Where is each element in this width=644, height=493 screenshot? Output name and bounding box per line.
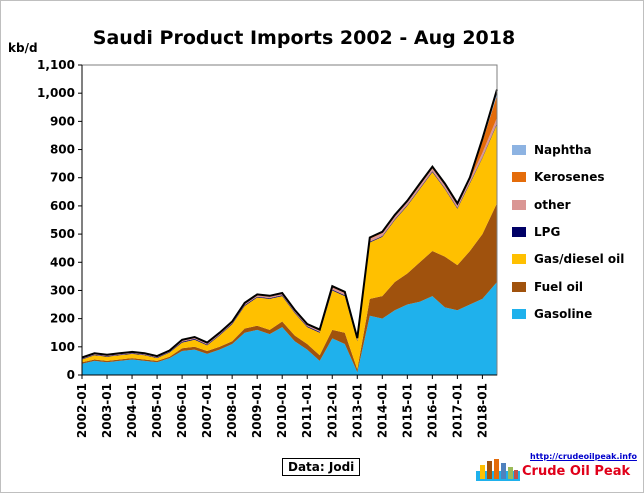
area-gas-diesel-oil bbox=[82, 124, 497, 370]
source-label: Data: Jodi bbox=[282, 458, 361, 476]
logo-url-link[interactable]: http://crudeoilpeak.info bbox=[530, 452, 637, 461]
stacked-areas bbox=[82, 89, 497, 375]
x-ticks: 2002-01 2003-01 2004-01 2005-01 2006-01 2007-… bbox=[75, 375, 489, 438]
total-line bbox=[81, 89, 498, 359]
y-ticks: 0 100 200 300 400 500 600 700 800 900 1,000 1,100 bbox=[37, 58, 82, 382]
y-tick-label: 500 bbox=[50, 227, 75, 241]
x-tick-label: 2010-01 bbox=[275, 383, 289, 438]
legend-label: Gas/diesel oil bbox=[534, 252, 625, 267]
x-tick-label: 2015-01 bbox=[400, 383, 414, 438]
y-tick-label: 1,000 bbox=[37, 86, 75, 100]
legend-swatch bbox=[512, 226, 526, 237]
crude-oil-peak-logo-icon bbox=[476, 459, 520, 481]
y-tick-label: 700 bbox=[50, 171, 75, 185]
legend-swatch bbox=[512, 172, 526, 183]
x-tick-label: 2014-01 bbox=[375, 383, 389, 438]
x-tick-label: 2016-01 bbox=[425, 383, 439, 438]
x-tick-label: 2004-01 bbox=[125, 383, 139, 438]
legend-swatch bbox=[512, 254, 526, 265]
legend-swatch bbox=[512, 281, 526, 292]
area-gasoline bbox=[82, 282, 497, 375]
y-tick-label: 0 bbox=[67, 368, 75, 382]
legend-label: Kerosenes bbox=[534, 170, 605, 185]
y-tick-label: 800 bbox=[50, 143, 75, 157]
y-tick-label: 1,100 bbox=[37, 58, 75, 72]
total-imports-line bbox=[81, 89, 498, 359]
x-tick-label: 2012-01 bbox=[325, 383, 339, 438]
y-tick-label: 200 bbox=[50, 312, 75, 326]
y-tick-label: 600 bbox=[50, 199, 75, 213]
x-tick-label: 2006-01 bbox=[175, 383, 189, 438]
y-tick-label: 400 bbox=[50, 255, 75, 269]
y-tick-label: 100 bbox=[50, 340, 75, 354]
x-tick-label: 2003-01 bbox=[100, 383, 114, 438]
x-tick-label: 2007-01 bbox=[200, 383, 214, 438]
x-tick-label: 2011-01 bbox=[300, 383, 314, 438]
legend-label: Naphtha bbox=[534, 143, 592, 157]
legend-swatch bbox=[512, 199, 526, 210]
logo-text: Crude Oil Peak bbox=[522, 464, 631, 479]
x-tick-label: 2018-01 bbox=[475, 383, 489, 438]
x-tick-label: 2009-01 bbox=[250, 383, 264, 438]
legend-label: LPG bbox=[534, 224, 561, 239]
area-fuel-oil bbox=[82, 203, 497, 373]
x-tick-label: 2008-01 bbox=[225, 383, 239, 438]
y-tick-label: 900 bbox=[50, 114, 75, 128]
y-axis-label: kb/d bbox=[8, 41, 38, 55]
x-tick-label: 2013-01 bbox=[350, 383, 364, 438]
x-tick-label: 2017-01 bbox=[450, 383, 464, 438]
x-tick-label: 2002-01 bbox=[75, 383, 89, 438]
legend-label: Gasoline bbox=[534, 306, 593, 321]
legend-label: other bbox=[534, 197, 571, 212]
legend-swatch bbox=[512, 145, 526, 155]
chart-title: Saudi Product Imports 2002 - Aug 2018 bbox=[92, 27, 516, 49]
y-tick-label: 300 bbox=[50, 283, 75, 297]
axes bbox=[81, 64, 498, 376]
legend-label: Fuel oil bbox=[534, 279, 584, 294]
legend-swatch bbox=[512, 308, 526, 319]
x-tick-label: 2005-01 bbox=[150, 383, 164, 438]
